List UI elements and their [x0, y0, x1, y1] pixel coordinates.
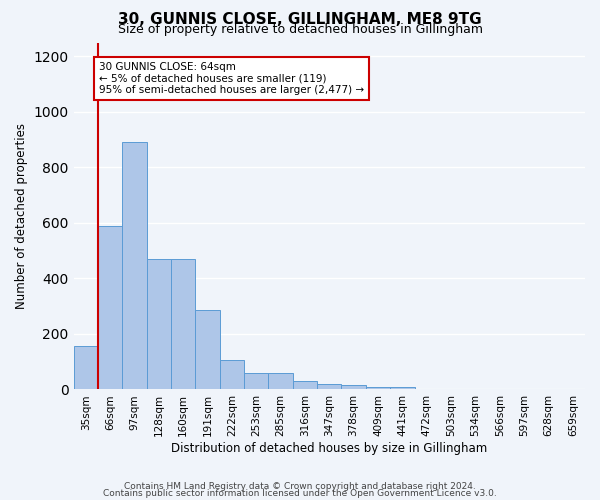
Text: 30, GUNNIS CLOSE, GILLINGHAM, ME8 9TG: 30, GUNNIS CLOSE, GILLINGHAM, ME8 9TG	[118, 12, 482, 28]
Bar	[317, 384, 341, 390]
Bar	[122, 142, 146, 390]
Bar	[268, 373, 293, 390]
Bar	[171, 259, 196, 390]
Bar	[74, 346, 98, 390]
Text: 30 GUNNIS CLOSE: 64sqm
← 5% of detached houses are smaller (119)
95% of semi-det: 30 GUNNIS CLOSE: 64sqm ← 5% of detached …	[99, 62, 364, 95]
Bar	[390, 386, 415, 390]
Bar	[98, 226, 122, 390]
Text: Contains public sector information licensed under the Open Government Licence v3: Contains public sector information licen…	[103, 488, 497, 498]
Y-axis label: Number of detached properties: Number of detached properties	[15, 123, 28, 309]
Bar	[196, 310, 220, 390]
X-axis label: Distribution of detached houses by size in Gillingham: Distribution of detached houses by size …	[171, 442, 487, 455]
Bar	[293, 381, 317, 390]
Bar	[244, 373, 268, 390]
Text: Contains HM Land Registry data © Crown copyright and database right 2024.: Contains HM Land Registry data © Crown c…	[124, 482, 476, 491]
Text: Size of property relative to detached houses in Gillingham: Size of property relative to detached ho…	[118, 22, 482, 36]
Bar	[366, 386, 390, 390]
Bar	[220, 360, 244, 390]
Bar	[146, 259, 171, 390]
Bar	[341, 386, 366, 390]
